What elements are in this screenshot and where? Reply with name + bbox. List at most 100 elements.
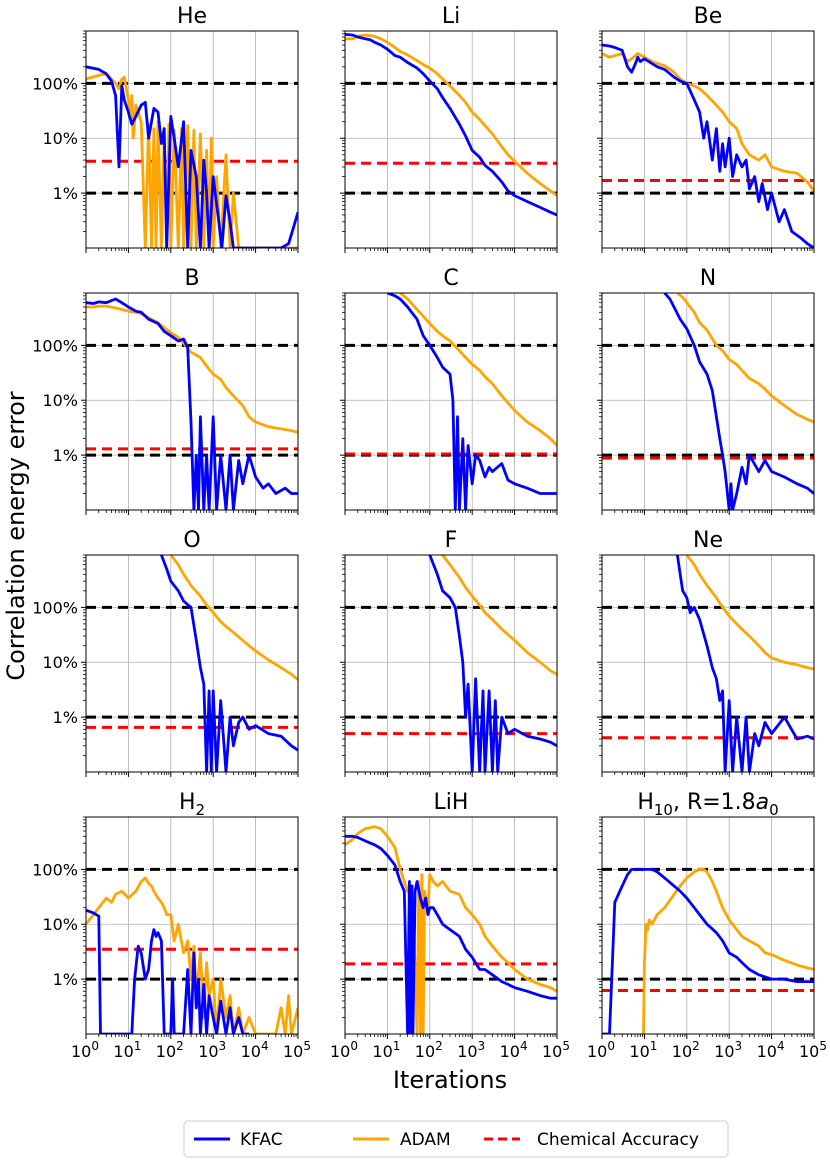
series-kfac-line [86,65,298,248]
subplot-title: F [445,528,458,553]
x-tick-label: 105 [283,1039,311,1061]
subplot-h10-r-1-8: 100 101 102 103 104 105 H10, R=1.8a0 [587,790,827,1061]
axes-frame [85,554,299,773]
x-tick-label: 105 [542,1039,570,1061]
axes-frame [344,30,558,249]
axes-frame [344,816,558,1035]
x-tick-label: 100 [330,1039,358,1061]
y-tick-label: 100% [32,598,78,617]
x-axis-label: Iterations [393,1066,507,1094]
subplot-h2: 100 101 102 103 104 105 100% 10% 1% H2 [32,790,311,1061]
plot-area [86,555,298,772]
subplot-grid: 100% 10% 1% He Li Be 100% 10% 1% B C N 100% 10% 1% O F Ne… [32,4,827,1061]
series-kfac-line [676,555,814,772]
x-tick-label: 101 [113,1039,141,1061]
series-adam-line [169,555,298,681]
subplot-title: B [184,266,199,291]
subplot-b: 100% 10% 1% B [32,266,299,515]
axes-frame [601,30,815,249]
subplot-ne: Ne [597,528,815,777]
plot-area [345,293,557,510]
x-tick-label: 102 [156,1039,184,1061]
x-tick-label: 101 [629,1039,657,1061]
y-tick-label: 100% [32,336,78,355]
series-adam-line [642,868,814,1034]
x-tick-label: 102 [415,1039,443,1061]
subplot-title: H10, R=1.8a0 [637,790,778,819]
axes-frame [344,292,558,511]
plot-area [602,555,814,772]
plot-area [86,65,298,248]
subplot-c: C [340,266,558,515]
subplot-n: N [597,266,815,515]
subplot-title: Be [694,4,723,29]
series-adam-line [676,293,814,424]
x-tick-label: 104 [241,1039,269,1061]
series-kfac-line [345,33,557,217]
subplot-o: 100% 10% 1% O [32,528,299,777]
legend-frame [183,1120,729,1158]
series-kfac-line [345,834,557,1034]
x-tick-label: 105 [799,1039,827,1061]
y-tick-label: 10% [42,391,78,410]
y-tick-label: 1% [53,446,78,465]
series-adam-line [685,555,814,671]
legend-chemical-accuracy-label: Chemical Accuracy [537,1130,699,1150]
x-tick-label: 103 [714,1039,742,1061]
axes-frame [85,30,299,249]
y-tick-label: 1% [53,708,78,727]
series-kfac-line [602,43,814,248]
y-tick-label: 100% [32,860,78,879]
x-tick-label: 103 [198,1039,226,1061]
subplot-title: Ne [693,528,723,553]
y-tick-label: 10% [42,129,78,148]
x-tick-label: 100 [71,1039,99,1061]
x-tick-label: 100 [587,1039,615,1061]
series-adam-line [86,304,298,434]
y-tick-label: 10% [42,653,78,672]
legend-kfac-label: KFAC [240,1130,283,1150]
y-tick-label: 100% [32,74,78,93]
subplot-li: Li [340,4,558,253]
x-tick-label: 101 [372,1039,400,1061]
series-kfac-line [86,297,298,510]
axes-frame [601,554,815,773]
subplot-title: H2 [179,790,205,819]
series-adam-line [345,33,557,197]
series-kfac-line [428,555,557,772]
series-adam-line [399,293,557,447]
subplot-be: Be [597,4,815,253]
plot-area [86,297,298,510]
plot-area [602,293,814,510]
subplot-title: O [183,528,200,553]
plot-area [345,825,557,1034]
series-adam-line [602,52,814,192]
plot-area [345,33,557,217]
plot-area [345,555,557,772]
plot-area [602,43,814,248]
axes-frame [85,292,299,511]
subplot-title: LiH [434,790,469,815]
plot-area [86,867,298,1034]
y-tick-label: 1% [53,184,78,203]
x-tick-label: 104 [500,1039,528,1061]
subplot-title: C [443,266,458,291]
series-kfac-line [86,908,249,1034]
series-adam-line [86,72,298,248]
legend: KFAC ADAM Chemical Accuracy [183,1120,729,1158]
y-tick-label: 1% [53,970,78,989]
subplot-title: N [700,266,716,291]
plot-area [602,867,814,1034]
axes-frame [601,816,815,1035]
series-kfac-line [602,868,814,1034]
y-axis-label: Correlation energy error [2,391,30,680]
subplot-he: 100% 10% 1% He [32,4,299,253]
legend-adam-label: ADAM [400,1130,451,1150]
axes-frame [85,816,299,1035]
x-tick-label: 102 [672,1039,700,1061]
x-tick-label: 103 [457,1039,485,1061]
series-kfac-line [160,555,298,772]
series-kfac-line [663,293,814,510]
subplot-title: Li [442,4,460,29]
